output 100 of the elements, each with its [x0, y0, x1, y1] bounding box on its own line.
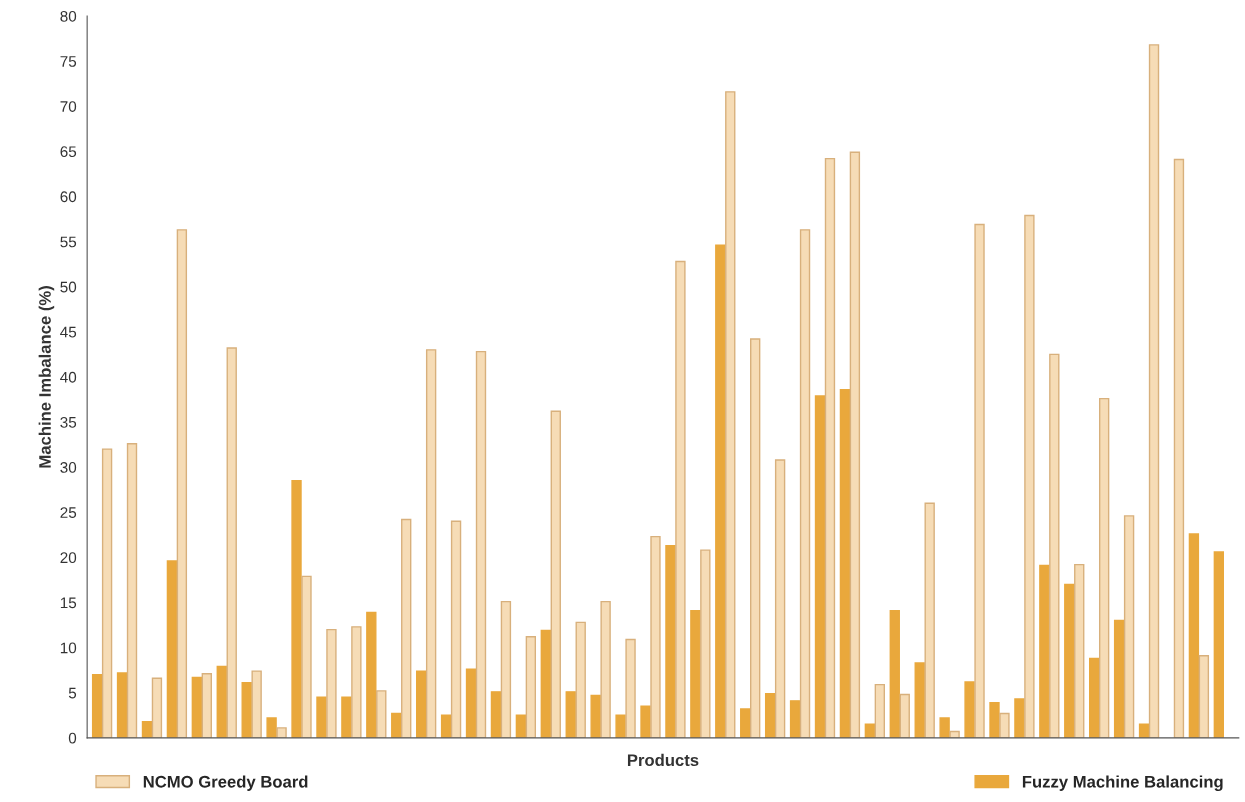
bar	[1213, 551, 1225, 738]
bar	[1098, 397, 1110, 738]
bar	[101, 448, 113, 738]
bar	[226, 347, 237, 738]
y-tick-label: 60	[60, 191, 77, 203]
y-tick-label: 30	[60, 462, 77, 473]
bar	[341, 696, 352, 738]
bar	[201, 673, 212, 738]
bar	[440, 714, 452, 738]
bar	[1173, 158, 1185, 738]
bar	[565, 691, 576, 738]
bar	[490, 691, 502, 738]
y-tick-label: 5	[68, 687, 77, 699]
legend-label: NCMO Greedy Board	[143, 775, 308, 791]
bar	[251, 670, 262, 738]
y-tick-label: 55	[60, 236, 77, 248]
bar	[550, 410, 561, 738]
bar	[849, 151, 861, 738]
bar	[366, 611, 377, 738]
bar	[600, 600, 611, 738]
bar	[425, 349, 437, 738]
bar	[266, 717, 277, 738]
bar	[141, 720, 153, 738]
y-tick-label: 45	[60, 326, 77, 338]
bar	[166, 560, 178, 738]
bar	[151, 677, 163, 738]
bar	[1039, 564, 1050, 738]
bar	[326, 628, 337, 738]
bar	[814, 395, 826, 738]
bar	[316, 696, 327, 738]
bar	[1014, 698, 1025, 738]
bar	[351, 626, 362, 738]
bar	[949, 730, 960, 738]
bar	[725, 91, 736, 738]
bar	[839, 388, 851, 738]
y-axis-title: Machine Imbalance (%)	[38, 286, 55, 468]
bar	[276, 727, 287, 738]
y-tick-label: 80	[60, 10, 77, 22]
bar	[116, 672, 128, 738]
y-tick-label: 10	[60, 642, 77, 654]
bar	[640, 705, 651, 738]
bar	[615, 714, 626, 738]
bar	[625, 638, 636, 738]
bar	[291, 480, 302, 738]
x-axis-title: Products	[627, 753, 699, 767]
bar	[675, 260, 686, 738]
bar	[450, 520, 462, 738]
bar	[575, 621, 586, 738]
bar	[899, 693, 910, 738]
bar	[715, 244, 726, 738]
bar	[391, 712, 402, 738]
y-tick-label: 15	[60, 597, 77, 609]
bar	[590, 694, 601, 738]
y-tick-label: 25	[60, 507, 77, 518]
bar	[1148, 44, 1160, 738]
bar	[1064, 583, 1075, 738]
bar	[475, 350, 487, 738]
bar	[1188, 533, 1200, 738]
bar	[415, 670, 427, 738]
y-tick-label: 40	[60, 371, 77, 383]
bar	[376, 690, 387, 738]
bar	[176, 229, 188, 738]
bar	[774, 459, 786, 738]
bar	[1198, 655, 1210, 738]
bar	[1024, 214, 1035, 738]
bar	[974, 223, 985, 738]
bar	[924, 502, 935, 738]
bar	[191, 676, 203, 738]
bar	[665, 544, 676, 738]
y-tick-label: 0	[68, 732, 77, 744]
y-tick-label: 20	[60, 552, 77, 564]
bar	[1123, 515, 1135, 738]
y-tick-label: 35	[60, 416, 77, 428]
bar	[401, 518, 412, 738]
legend-label: Fuzzy Machine Balancing	[1022, 775, 1223, 792]
bar	[700, 549, 711, 738]
bar	[1049, 353, 1060, 738]
bar	[939, 717, 950, 738]
bar	[989, 701, 1000, 738]
bar	[690, 609, 701, 738]
bar	[1074, 563, 1085, 738]
bar	[650, 535, 661, 738]
bar	[525, 636, 537, 738]
bar	[540, 629, 551, 738]
bar	[740, 708, 751, 738]
bar	[1089, 657, 1100, 738]
bar	[126, 443, 138, 738]
bar	[515, 714, 527, 738]
bar	[799, 229, 811, 738]
bar	[1113, 619, 1125, 738]
bar	[789, 700, 801, 738]
y-tick-label: 65	[60, 146, 77, 158]
y-tick-label: 75	[60, 56, 77, 67]
bar	[964, 681, 975, 738]
bar	[465, 668, 477, 738]
bar	[500, 600, 512, 738]
y-tick-label: 70	[60, 101, 77, 112]
bar	[216, 665, 227, 738]
bar	[91, 673, 103, 738]
bar	[764, 692, 776, 738]
